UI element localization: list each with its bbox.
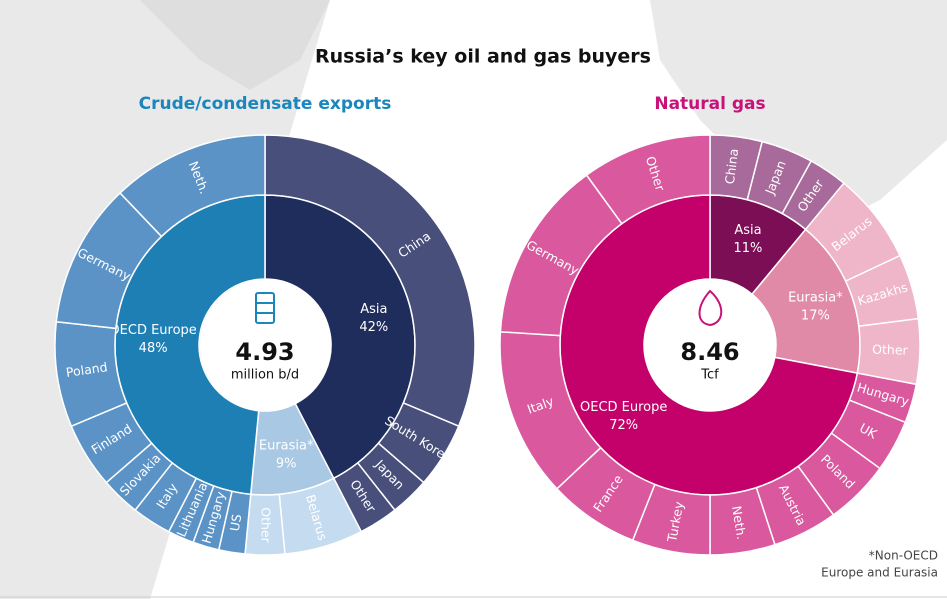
outer-label: Other bbox=[872, 342, 909, 358]
inner-label: Asia bbox=[734, 223, 761, 238]
outer-label: Neth. bbox=[729, 505, 749, 541]
barrel-icon bbox=[255, 292, 275, 324]
inner-label: OECD Europe bbox=[580, 400, 667, 415]
center-unit: million b/d bbox=[231, 368, 299, 383]
outer-segment bbox=[585, 134, 711, 225]
outer-label: Poland bbox=[65, 359, 108, 380]
inner-value-label: 17% bbox=[801, 309, 830, 324]
inner-value-label: 72% bbox=[609, 418, 638, 433]
chart-subtitle: Crude/condensate exports bbox=[139, 94, 392, 114]
page-title: Russia’s key oil and gas buyers bbox=[315, 46, 651, 68]
inner-value-label: 42% bbox=[359, 320, 388, 335]
outer-segment bbox=[119, 134, 266, 238]
inner-value-label: 11% bbox=[733, 241, 762, 256]
flame-icon bbox=[698, 289, 723, 327]
inner-label: Asia bbox=[360, 302, 387, 317]
inner-value-label: 9% bbox=[276, 456, 297, 471]
outer-label: US bbox=[227, 513, 245, 532]
center-hole bbox=[645, 280, 775, 410]
center-icon bbox=[698, 289, 723, 327]
footnote: *Non-OECD bbox=[869, 549, 938, 563]
inner-label: Eurasia* bbox=[788, 291, 843, 306]
inner-value-label: 48% bbox=[139, 341, 168, 356]
inner-label: OECD Europe bbox=[109, 323, 196, 338]
outer-label: Other bbox=[259, 507, 274, 543]
center-unit: Tcf bbox=[700, 368, 719, 383]
center-hole bbox=[200, 280, 330, 410]
outer-label: China bbox=[722, 148, 741, 185]
center-total: 4.93 bbox=[235, 338, 294, 366]
map-shape bbox=[650, 0, 947, 230]
inner-label: Eurasia* bbox=[259, 438, 314, 453]
outer-segment bbox=[264, 134, 476, 428]
center-icon bbox=[255, 292, 275, 324]
chart-subtitle: Natural gas bbox=[654, 94, 765, 114]
map-shape bbox=[140, 0, 330, 90]
center-total: 8.46 bbox=[680, 338, 739, 366]
footnote: Europe and Eurasia bbox=[821, 566, 938, 580]
